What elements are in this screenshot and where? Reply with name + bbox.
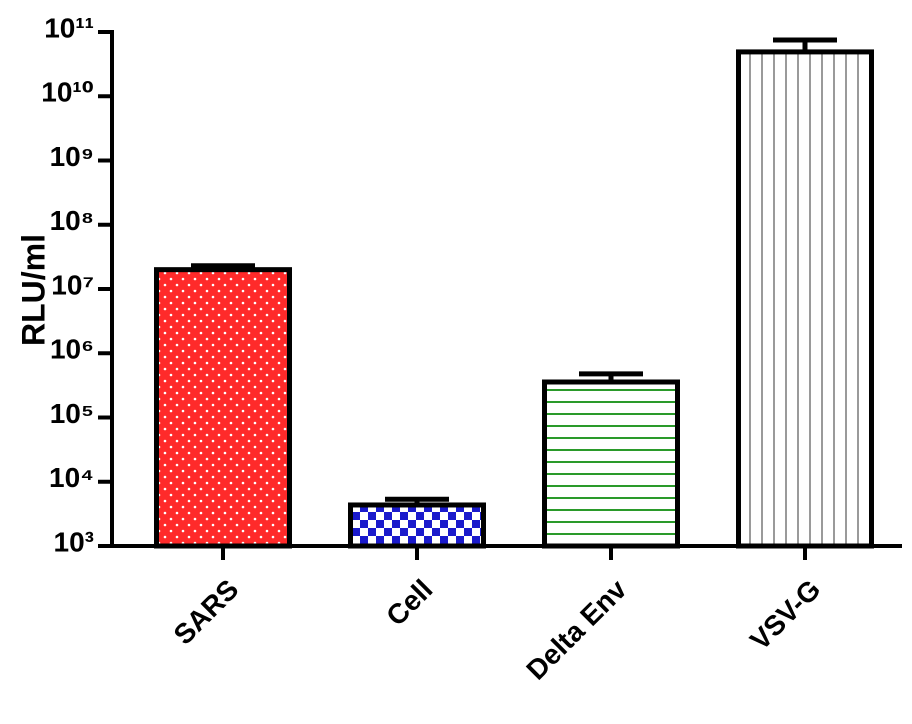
- bar: [736, 49, 874, 549]
- x-tick-label: VSV-G: [744, 574, 826, 656]
- x-tick-label: Delta Env: [520, 573, 632, 685]
- bar: [348, 502, 486, 549]
- bar: [154, 267, 292, 549]
- y-tick-label: 10¹¹: [44, 12, 94, 43]
- y-tick-label: 10⁶: [50, 334, 94, 365]
- y-tick-label: 10⁷: [51, 269, 94, 300]
- x-tick-label: SARS: [168, 574, 245, 651]
- y-tick-label: 10⁵: [50, 398, 94, 429]
- y-tick-label: 10⁴: [49, 462, 94, 493]
- y-tick-label: 10⁸: [50, 205, 94, 236]
- y-tick-label: 10¹⁰: [41, 77, 94, 108]
- x-tick-label: Cell: [380, 574, 438, 632]
- y-tick-label: 10⁹: [50, 141, 94, 172]
- y-axis-label: RLU/ml: [15, 234, 51, 346]
- bar: [542, 379, 680, 549]
- y-tick-label: 10³: [54, 526, 94, 557]
